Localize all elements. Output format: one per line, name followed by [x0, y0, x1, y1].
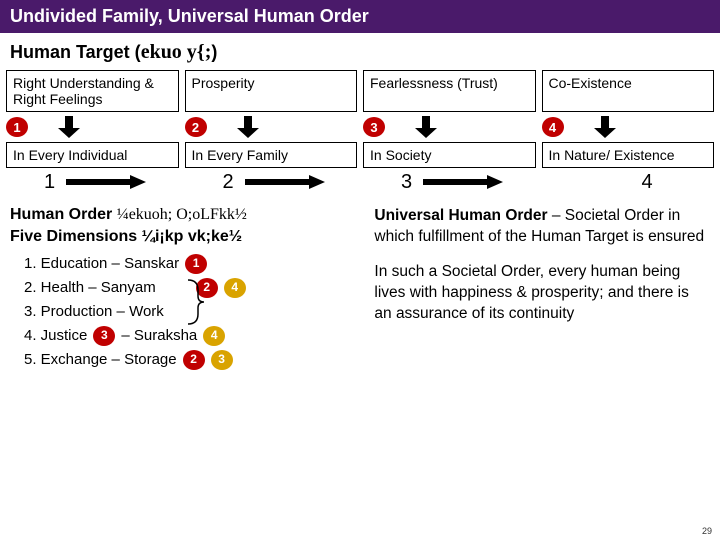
human-order-label: Human Order	[10, 206, 117, 223]
bottom-box-3: In Society	[363, 142, 536, 168]
right-paragraph-2: In such a Societal Order, every human be…	[374, 262, 710, 325]
flow-num-2: 2	[185, 171, 245, 194]
flow-numbers-row: 1 2 3 4	[0, 168, 720, 196]
mid-circle-3: 3	[363, 117, 385, 137]
mid-circles-row: 1 2 3 4	[0, 112, 720, 142]
dim-text-5: 5. Exchange – Storage	[24, 348, 177, 372]
mid-circle-1: 1	[6, 117, 28, 137]
top-box-2: Prosperity	[185, 70, 358, 112]
bracket-icon	[188, 278, 206, 326]
subtitle-script: ekuo y{;	[141, 41, 212, 63]
flow-num-4: 4	[542, 171, 642, 194]
right-p1-bold: Universal Human Order	[374, 207, 547, 224]
flow-num-3: 3	[363, 171, 423, 194]
human-order-script: ¼ekuoh; O;oLFkk½	[117, 206, 247, 223]
right-paragraph-1: Universal Human Order – Societal Order i…	[374, 206, 710, 248]
five-dimensions-title: Five Dimensions ¼i¡kp vk;ke½	[10, 228, 362, 246]
subtitle-suffix: )	[211, 42, 217, 62]
page-number: 29	[702, 526, 712, 536]
right-column: Universal Human Order – Societal Order i…	[374, 206, 710, 372]
right-arrow-icon	[423, 175, 536, 189]
bottom-box-2: In Every Family	[185, 142, 358, 168]
dim-row-5: 5. Exchange – Storage 2 3	[24, 348, 362, 372]
top-box-4: Co-Existence	[542, 70, 715, 112]
flow-num-1: 1	[6, 171, 66, 194]
subtitle-prefix: Human Target (	[10, 42, 141, 62]
right-arrow-icon	[245, 175, 358, 189]
top-box-3: Fearlessness (Trust)	[363, 70, 536, 112]
dimensions-list: 1. Education – Sanskar 1 2. Health – San…	[10, 252, 362, 372]
down-arrow-icon	[594, 116, 616, 138]
subtitle: Human Target (ekuo y{;)	[0, 33, 720, 70]
dim-text-4a: 4. Justice	[24, 324, 87, 348]
dim-row-1: 1. Education – Sanskar 1	[24, 252, 362, 276]
top-box-row: Right Understanding & Right Feelings Pro…	[0, 70, 720, 112]
dim-oval: 1	[185, 254, 207, 274]
lower-section: Human Order ¼ekuoh; O;oLFkk½ Five Dimens…	[0, 196, 720, 372]
bottom-box-4: In Nature/ Existence	[542, 142, 715, 168]
right-arrow-icon	[66, 175, 179, 189]
bottom-box-1: In Every Individual	[6, 142, 179, 168]
dim-oval: 3	[211, 350, 233, 370]
top-box-1: Right Understanding & Right Feelings	[6, 70, 179, 112]
left-column: Human Order ¼ekuoh; O;oLFkk½ Five Dimens…	[10, 206, 362, 372]
dim-row-4: 4. Justice 3 – Suraksha 4	[24, 324, 362, 348]
dim-oval: 4	[224, 278, 246, 298]
mid-circle-2: 2	[185, 117, 207, 137]
dim-text-4b: – Suraksha	[121, 324, 197, 348]
human-order-line: Human Order ¼ekuoh; O;oLFkk½	[10, 206, 362, 224]
slide-title: Undivided Family, Universal Human Order	[0, 0, 720, 33]
dim-text-2: 2. Health – Sanyam	[24, 276, 156, 300]
dim-text-3: 3. Production – Work	[24, 300, 164, 324]
down-arrow-icon	[415, 116, 437, 138]
bottom-box-row: In Every Individual In Every Family In S…	[0, 142, 720, 168]
dim-oval: 2	[183, 350, 205, 370]
dim-oval-inline: 3	[93, 326, 115, 346]
down-arrow-icon	[237, 116, 259, 138]
down-arrow-icon	[58, 116, 80, 138]
dim-oval: 4	[203, 326, 225, 346]
mid-circle-4: 4	[542, 117, 564, 137]
dim-text-1: 1. Education – Sanskar	[24, 252, 179, 276]
